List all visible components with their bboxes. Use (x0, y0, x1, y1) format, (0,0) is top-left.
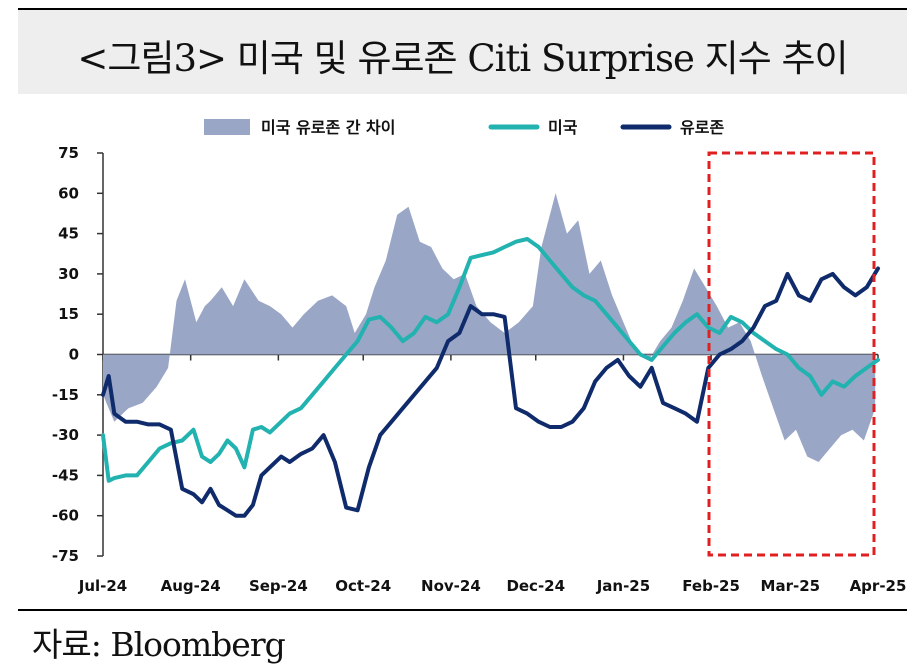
y-tick-label: -75 (52, 547, 79, 565)
y-tick-label: -15 (52, 386, 79, 404)
legend-label: 미국 유로존 간 차이 (261, 118, 395, 137)
legend-label: 미국 (548, 118, 578, 137)
y-tick-label: 75 (58, 144, 79, 162)
y-tick-label: -30 (52, 426, 79, 444)
x-tick-label: Feb-25 (682, 577, 740, 595)
series-area-difference (103, 193, 876, 463)
series-line-us (101, 237, 880, 483)
legend-item-eurozone: 유로존 (620, 118, 724, 137)
y-tick-label: 0 (69, 346, 79, 364)
highlight-box (707, 151, 876, 557)
y-tick-label: 30 (58, 265, 79, 283)
bottom-rule (18, 609, 907, 611)
y-tick-label: 60 (58, 184, 79, 202)
y-tick-label: 15 (58, 305, 79, 323)
x-tick-label: Dec-24 (506, 577, 565, 595)
y-tick-label: 45 (58, 225, 79, 243)
x-tick-label: Aug-24 (161, 577, 221, 595)
y-tick-label: -60 (52, 507, 79, 525)
title-band: <그림3> 미국 및 유로존 Citi Surprise 지수 추이 (18, 8, 907, 94)
legend-item-difference: 미국 유로존 간 차이 (204, 118, 395, 137)
legend: 미국 유로존 간 차이 미국 유로존 (204, 118, 724, 137)
series-layer (101, 193, 880, 518)
source-note: 자료: Bloomberg (32, 625, 286, 664)
x-tick-label: Jan-25 (596, 577, 650, 595)
x-tick-label: Sep-24 (249, 577, 308, 595)
y-tick-label: -45 (52, 466, 79, 484)
page-title: <그림3> 미국 및 유로존 Citi Surprise 지수 추이 (77, 37, 848, 80)
x-tick-label: Apr-25 (850, 577, 907, 595)
x-tick-label: Nov-24 (421, 577, 481, 595)
legend-swatch-area (204, 119, 250, 135)
legend-label: 유로존 (680, 118, 724, 137)
x-tick-label: Mar-25 (761, 577, 821, 595)
legend-item-us: 미국 (488, 118, 578, 137)
series-line-eurozone (101, 266, 880, 518)
x-tick-label: Oct-24 (335, 577, 391, 595)
x-tick-label: Jul-24 (78, 577, 128, 595)
